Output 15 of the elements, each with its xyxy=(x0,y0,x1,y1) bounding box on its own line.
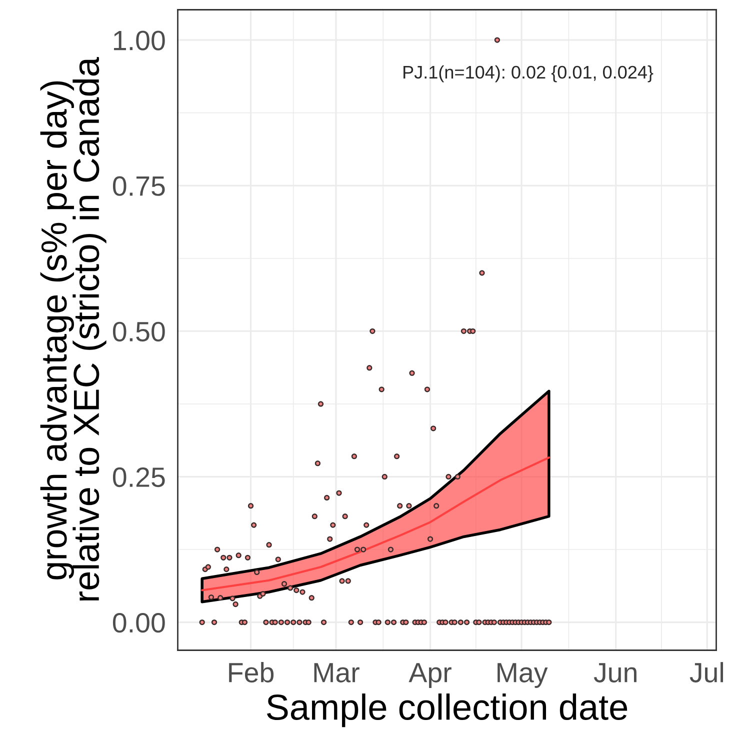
y-tick-label: 0.75 xyxy=(112,176,165,196)
y-tick-label: 0.00 xyxy=(112,612,165,633)
x-tick-label: May xyxy=(498,663,548,688)
x-tick-label: Feb xyxy=(229,662,274,682)
x-axis-title: Sample collection date xyxy=(266,694,628,728)
y-axis-title: growth advantage (s% per day) relative to XEC (stricto) in Canada xyxy=(40,57,106,601)
y-tick-label: 1.00 xyxy=(114,30,165,50)
x-tick-label: Jun xyxy=(594,663,636,682)
line-series xyxy=(201,456,550,592)
x-tick-label: Mar xyxy=(314,663,360,682)
x-tick-label: Apr xyxy=(408,663,452,688)
x-tick-label: Jul xyxy=(690,662,724,682)
annotation: PJ.1(n=104): 0.02 {0.01, 0.024} xyxy=(404,65,654,82)
y-tick-label: 0.25 xyxy=(112,467,165,488)
y-tick-label: 0.50 xyxy=(112,322,165,342)
